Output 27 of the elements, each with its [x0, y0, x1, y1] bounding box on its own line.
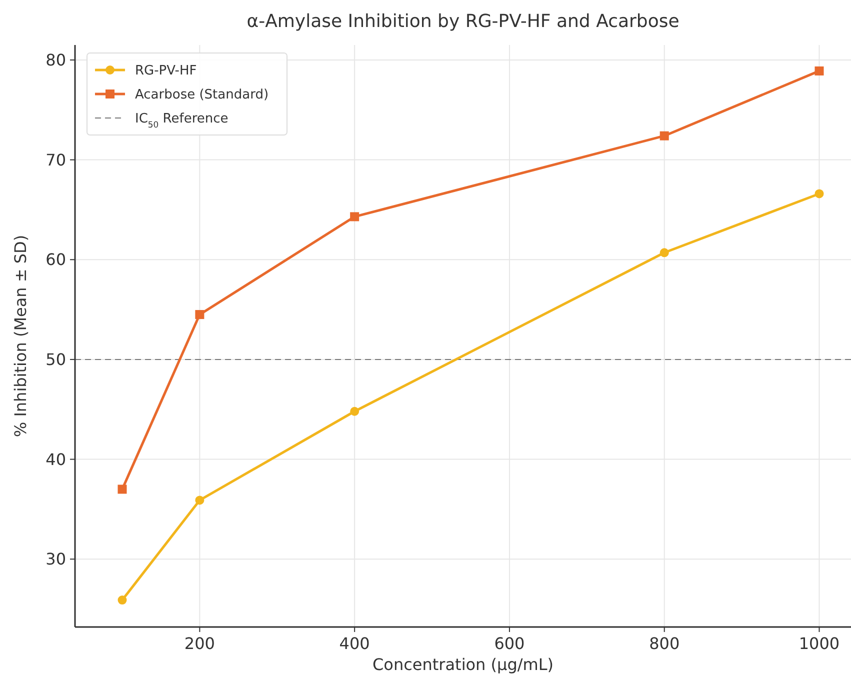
x-tick-label: 600: [494, 634, 525, 653]
legend-label: RG-PV-HF: [135, 64, 197, 79]
point: [660, 248, 669, 258]
y-tick-label: 50: [46, 350, 66, 370]
point: [660, 131, 669, 140]
point: [195, 496, 204, 505]
x-axis-title: Concentration (µg/mL): [372, 655, 554, 674]
point: [350, 212, 360, 222]
x-tick-label: 800: [649, 634, 680, 653]
y-tick-label: 40: [46, 450, 66, 469]
y-tick-label: 70: [46, 150, 66, 170]
point: [118, 596, 127, 605]
x-tick-label: 1000: [798, 634, 840, 653]
point: [195, 310, 204, 320]
legend-label: IC$_{50}$ Reference: [135, 112, 228, 130]
point: [118, 484, 127, 494]
y-tick-label: 60: [46, 250, 66, 270]
point: [814, 189, 824, 198]
chart-title: α-Amylase Inhibition by RG-PV-HF and Acarbose: [246, 11, 680, 32]
y-tick-label: 80: [46, 50, 66, 70]
y-axis-title: % Inhibition (Mean ± SD): [11, 234, 30, 438]
point: [350, 406, 360, 416]
x-tick-label: 400: [339, 634, 370, 653]
x-tick-label: 200: [184, 634, 215, 653]
legend-label: Acarbose (Standard): [135, 88, 269, 103]
point: [814, 66, 824, 76]
y-tick-label: 30: [46, 550, 66, 569]
